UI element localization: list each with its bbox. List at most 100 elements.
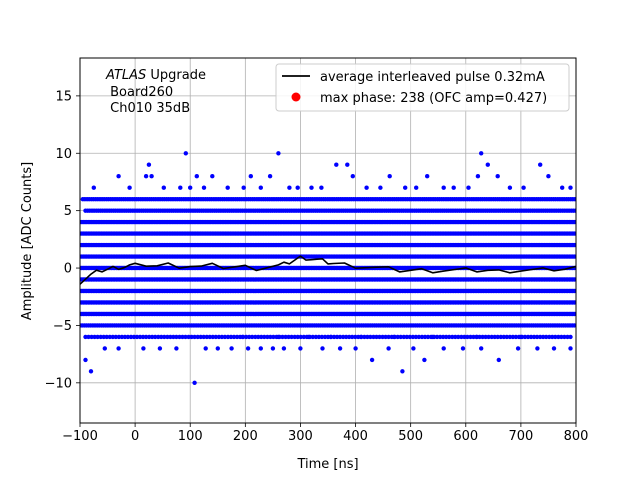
scatter-point xyxy=(203,346,208,351)
y-tick-label: 15 xyxy=(55,89,72,104)
scatter-point xyxy=(215,346,220,351)
scatter-point xyxy=(560,185,565,190)
scatter-point xyxy=(276,334,281,340)
scatter-point xyxy=(298,346,303,351)
scatter-point xyxy=(192,380,197,385)
scatter-point xyxy=(143,334,149,340)
scatter-point xyxy=(465,334,470,340)
scatter-point xyxy=(573,288,576,294)
x-tick-label: 500 xyxy=(398,429,423,444)
scatter-point xyxy=(568,346,573,351)
scatter-point xyxy=(521,185,526,190)
scatter-point xyxy=(479,151,484,156)
y-tick-label: 5 xyxy=(64,204,72,219)
scatter-point xyxy=(460,346,466,351)
scatter-point xyxy=(174,334,179,340)
scatter-point xyxy=(495,334,500,340)
average-pulse-series xyxy=(80,255,576,285)
x-tick-label: 700 xyxy=(508,429,533,444)
scatter-point xyxy=(407,334,412,340)
scatter-point xyxy=(386,334,391,340)
scatter-point xyxy=(225,185,230,190)
scatter-point xyxy=(240,334,245,340)
scatter-point xyxy=(194,174,199,179)
plot-area xyxy=(80,58,576,423)
scatter-point xyxy=(295,185,300,190)
scatter-point xyxy=(276,151,281,156)
scatter-point xyxy=(456,334,461,340)
scatter-point xyxy=(174,346,179,351)
scatter-point xyxy=(319,334,325,340)
scatter-point xyxy=(183,151,188,156)
scatter-point xyxy=(141,346,146,351)
scatter-point xyxy=(116,346,121,351)
scatter-point xyxy=(572,197,576,202)
scatter-point xyxy=(262,334,267,340)
scatter-point xyxy=(258,185,263,190)
scatter-point xyxy=(298,334,303,340)
scatter-point xyxy=(306,334,311,340)
scatter-point xyxy=(485,162,490,167)
scatter-point xyxy=(515,346,521,351)
scatter-point xyxy=(287,185,292,190)
scatter-point xyxy=(562,334,567,340)
scatter-point xyxy=(127,185,132,190)
x-tick-label: 400 xyxy=(343,429,368,444)
legend-label-max-phase: max phase: 238 (OFC amp=0.427) xyxy=(320,91,547,106)
scatter-point xyxy=(143,174,149,179)
x-axis-label: Time [ns] xyxy=(296,457,358,472)
x-tick-label: 600 xyxy=(453,429,478,444)
x-tick-label: 200 xyxy=(233,429,258,444)
y-tick-label: −10 xyxy=(45,376,72,391)
scatter-point xyxy=(157,346,163,351)
scatter-point xyxy=(466,185,471,190)
scatter-point xyxy=(568,334,573,340)
scatter-point xyxy=(391,334,397,340)
scatter-point xyxy=(134,334,140,340)
scatter-point xyxy=(573,219,576,225)
scatter-point xyxy=(441,185,446,190)
scatter-point xyxy=(535,346,540,351)
scatter-point xyxy=(153,334,158,340)
scatter-point xyxy=(553,334,558,340)
scatter-point xyxy=(377,334,382,340)
scatter-point xyxy=(192,334,197,340)
scatter-point xyxy=(271,334,276,340)
annotation-atlas: ATLAS xyxy=(105,68,146,83)
scatter-point xyxy=(573,311,576,317)
scatter-point xyxy=(162,334,167,340)
scatter-point xyxy=(386,346,391,351)
scatter-point xyxy=(353,346,358,351)
y-axis-label: Amplitude [ADC Counts] xyxy=(20,162,35,320)
scatter-point xyxy=(320,346,325,351)
scatter-point xyxy=(378,185,383,190)
scatter-point xyxy=(364,185,369,190)
scatter-point xyxy=(258,346,263,351)
scatter-point xyxy=(328,334,333,340)
scatter-point xyxy=(229,346,234,351)
scatter-point xyxy=(310,334,315,340)
scatter-point xyxy=(161,185,166,190)
scatter-point xyxy=(183,334,188,340)
scatter-point xyxy=(411,346,416,351)
scatter-point xyxy=(146,162,152,167)
x-tick-label: 100 xyxy=(178,429,203,444)
scatter-point xyxy=(573,300,576,305)
scatter-point xyxy=(486,334,491,340)
scatter-point xyxy=(358,334,364,340)
scatter-point xyxy=(83,357,88,363)
scatter-point xyxy=(250,334,255,340)
scatter-point xyxy=(534,334,540,340)
scatter-point xyxy=(345,162,350,167)
scatter-point xyxy=(572,323,576,328)
x-tick-label: 0 xyxy=(131,429,139,444)
annotation-line-3: Ch010 35dB xyxy=(106,101,190,116)
scatter-point xyxy=(422,357,427,363)
scatter-point xyxy=(309,185,314,190)
scatter-point xyxy=(350,334,355,340)
y-tick-label: 10 xyxy=(55,147,72,162)
average-pulse-line xyxy=(80,255,576,285)
scatter-point xyxy=(88,369,94,374)
scatter-point xyxy=(400,369,405,374)
scatter-point xyxy=(231,334,237,340)
